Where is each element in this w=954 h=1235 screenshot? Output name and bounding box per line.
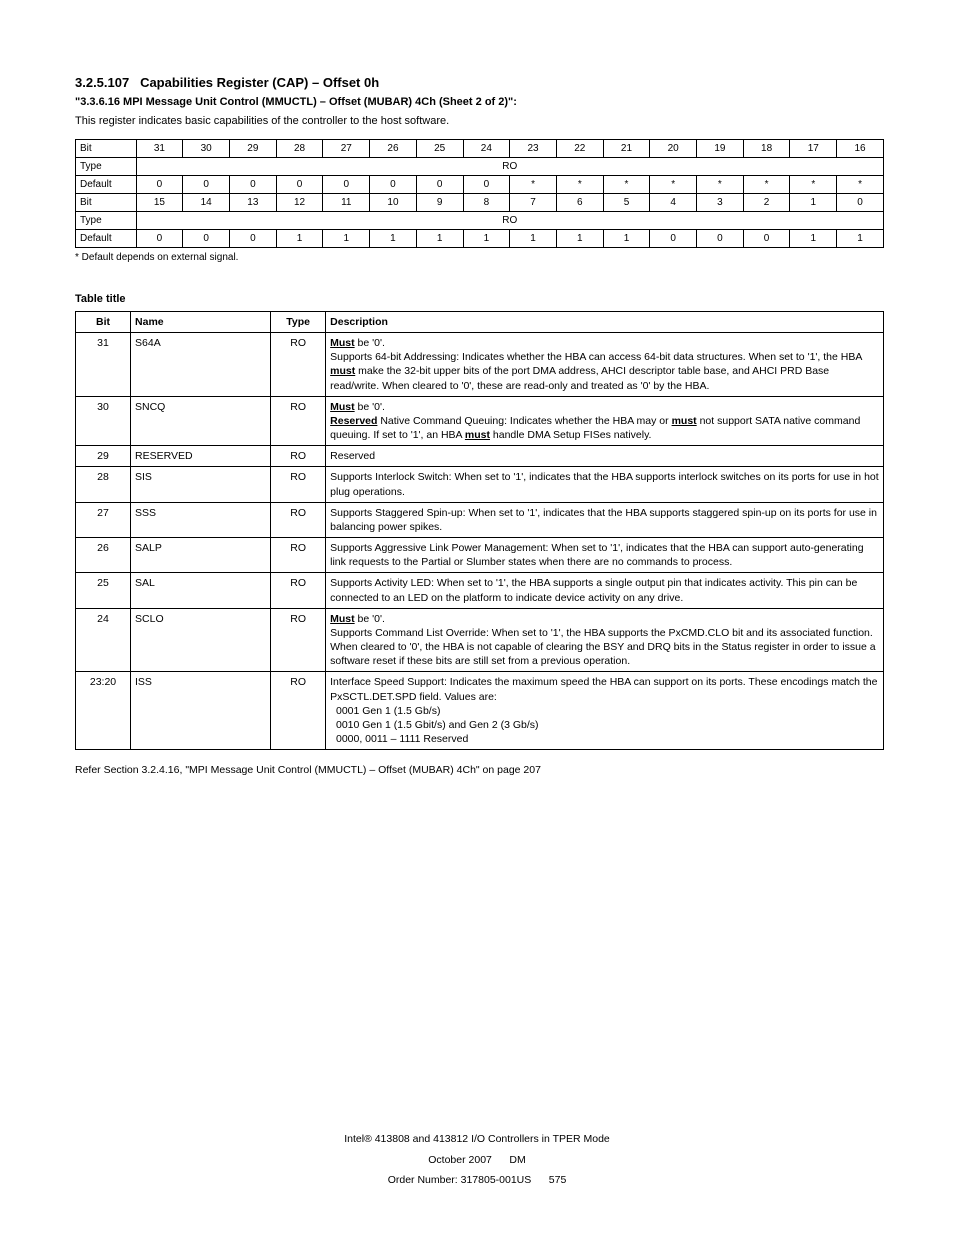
t2-row: 29RESERVEDROReserved bbox=[76, 446, 884, 467]
t2-cell-type: RO bbox=[271, 608, 326, 672]
t1-row4: Type RO bbox=[76, 211, 884, 229]
t2-row: 30SNCQROMust be '0'.Reserved Native Comm… bbox=[76, 396, 884, 446]
t2-cell-type: RO bbox=[271, 333, 326, 397]
t2-cell-desc: Must be '0'.Supports 64-bit Addressing: … bbox=[326, 333, 884, 397]
footer-title: Intel® 413808 and 413812 I/O Controllers… bbox=[0, 1132, 954, 1146]
t2-cell-name: SCLO bbox=[131, 608, 271, 672]
t2-cell-bit: 25 bbox=[76, 573, 131, 608]
t1-label: Bit bbox=[76, 193, 137, 211]
t1-label: Type bbox=[76, 211, 137, 229]
t2-cell-name: S64A bbox=[131, 333, 271, 397]
section-number: 3.2.5.107 bbox=[75, 75, 129, 90]
description-table: Bit Name Type Description 31S64AROMust b… bbox=[75, 311, 884, 750]
t2-cell-desc: Supports Staggered Spin-up: When set to … bbox=[326, 502, 884, 537]
t2-cell-desc: Must be '0'.Reserved Native Command Queu… bbox=[326, 396, 884, 446]
t2-row: 26SALPROSupports Aggressive Link Power M… bbox=[76, 538, 884, 573]
bitfield-table: Bit 31302928 27262524 23222120 19181716 … bbox=[75, 139, 884, 248]
footer-date: October 2007 bbox=[428, 1154, 492, 1166]
t2-cell-type: RO bbox=[271, 672, 326, 750]
t2-row: 25SALROSupports Activity LED: When set t… bbox=[76, 573, 884, 608]
footer-order: Order Number: 317805-001US bbox=[388, 1174, 532, 1186]
t2-col-name: Name bbox=[131, 311, 271, 332]
t2-cell-bit: 24 bbox=[76, 608, 131, 672]
t2-cell-bit: 23:20 bbox=[76, 672, 131, 750]
t2-cell-bit: 26 bbox=[76, 538, 131, 573]
section-subtitle: "3.3.6.16 MPI Message Unit Control (MMUC… bbox=[75, 96, 884, 108]
refnote: Refer Section 3.2.4.16, "MPI Message Uni… bbox=[75, 764, 884, 776]
t2-col-bit: Bit bbox=[76, 311, 131, 332]
t2-cell-type: RO bbox=[271, 502, 326, 537]
t2-cell-name: ISS bbox=[131, 672, 271, 750]
t1-label: Bit bbox=[76, 139, 137, 157]
footer: Intel® 413808 and 413812 I/O Controllers… bbox=[0, 1132, 954, 1187]
t2-cell-desc: Reserved bbox=[326, 446, 884, 467]
t2-row: 28SISROSupports Interlock Switch: When s… bbox=[76, 467, 884, 502]
t2-cell-type: RO bbox=[271, 573, 326, 608]
t2-cell-bit: 30 bbox=[76, 396, 131, 446]
t1-row2: Default 0000 0000 **** **** bbox=[76, 175, 884, 193]
t2-cell-desc: Interface Speed Support: Indicates the m… bbox=[326, 672, 884, 750]
t1-row1: Type RO bbox=[76, 157, 884, 175]
t1-row5: Default 0001 1111 1110 0011 bbox=[76, 229, 884, 247]
t2-row: 27SSSROSupports Staggered Spin-up: When … bbox=[76, 502, 884, 537]
t2-row: 24SCLOROMust be '0'.Supports Command Lis… bbox=[76, 608, 884, 672]
section-heading: 3.2.5.107 Capabilities Register (CAP) – … bbox=[75, 75, 884, 90]
t2-cell-desc: Supports Activity LED: When set to '1', … bbox=[326, 573, 884, 608]
t2-cell-name: SNCQ bbox=[131, 396, 271, 446]
t2-cell-desc: Must be '0'.Supports Command List Overri… bbox=[326, 608, 884, 672]
t1-label: Default bbox=[76, 175, 137, 193]
t1-row0: Bit 31302928 27262524 23222120 19181716 bbox=[76, 139, 884, 157]
t2-cell-desc: Supports Interlock Switch: When set to '… bbox=[326, 467, 884, 502]
section-title: Capabilities Register (CAP) – Offset 0h bbox=[140, 75, 379, 90]
t2-cell-type: RO bbox=[271, 446, 326, 467]
footer-dm: DM bbox=[509, 1154, 525, 1166]
t2-cell-name: SSS bbox=[131, 502, 271, 537]
table2-title: Table title bbox=[75, 293, 884, 305]
t2-header: Bit Name Type Description bbox=[76, 311, 884, 332]
t2-col-type: Type bbox=[271, 311, 326, 332]
t1-label: Default bbox=[76, 229, 137, 247]
t2-cell-bit: 27 bbox=[76, 502, 131, 537]
t1-row3: Bit 15141312 111098 7654 3210 bbox=[76, 193, 884, 211]
t2-cell-bit: 31 bbox=[76, 333, 131, 397]
t2-col-desc: Description bbox=[326, 311, 884, 332]
t2-cell-desc: Supports Aggressive Link Power Managemen… bbox=[326, 538, 884, 573]
t2-row: 23:20ISSROInterface Speed Support: Indic… bbox=[76, 672, 884, 750]
t2-cell-name: SAL bbox=[131, 573, 271, 608]
section-intro: This register indicates basic capabiliti… bbox=[75, 114, 884, 129]
t2-cell-bit: 28 bbox=[76, 467, 131, 502]
footer-page: 575 bbox=[549, 1174, 567, 1186]
page: 3.2.5.107 Capabilities Register (CAP) – … bbox=[0, 0, 954, 776]
t2-cell-name: SIS bbox=[131, 467, 271, 502]
t1-note: * Default depends on external signal. bbox=[75, 252, 884, 263]
t2-cell-name: SALP bbox=[131, 538, 271, 573]
t2-cell-type: RO bbox=[271, 467, 326, 502]
t2-row: 31S64AROMust be '0'.Supports 64-bit Addr… bbox=[76, 333, 884, 397]
t2-cell-type: RO bbox=[271, 538, 326, 573]
t2-cell-type: RO bbox=[271, 396, 326, 446]
t2-cell-bit: 29 bbox=[76, 446, 131, 467]
t2-cell-name: RESERVED bbox=[131, 446, 271, 467]
t1-label: Type bbox=[76, 157, 137, 175]
